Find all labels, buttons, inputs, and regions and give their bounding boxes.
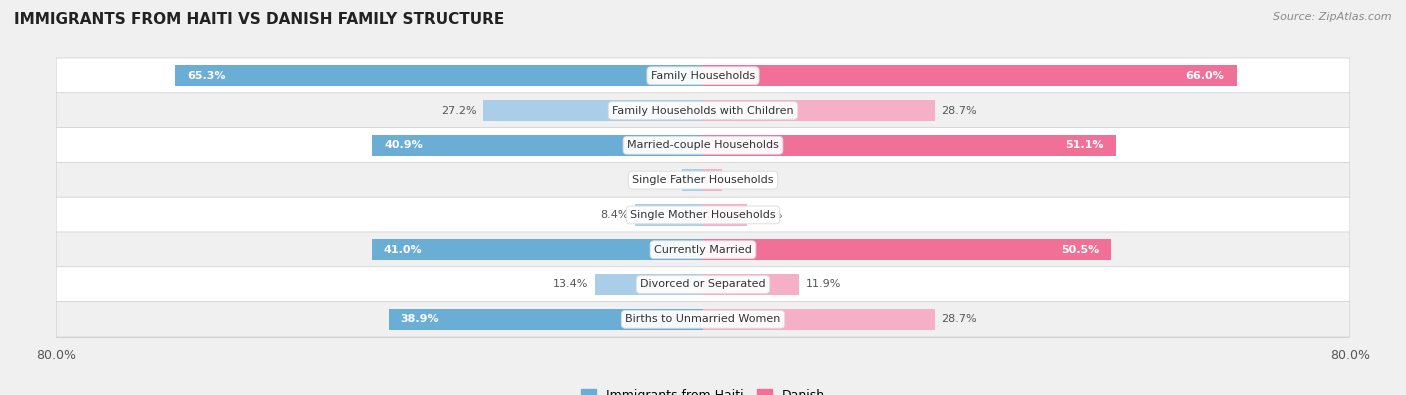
- Text: Divorced or Separated: Divorced or Separated: [640, 280, 766, 290]
- Text: 50.5%: 50.5%: [1062, 245, 1099, 255]
- Bar: [388, 308, 703, 330]
- Text: 2.6%: 2.6%: [647, 175, 675, 185]
- Bar: [703, 169, 721, 191]
- Text: 51.1%: 51.1%: [1066, 140, 1104, 150]
- Bar: [703, 239, 1111, 260]
- Text: Source: ZipAtlas.com: Source: ZipAtlas.com: [1274, 12, 1392, 22]
- Text: Single Father Households: Single Father Households: [633, 175, 773, 185]
- Text: 28.7%: 28.7%: [942, 105, 977, 115]
- Legend: Immigrants from Haiti, Danish: Immigrants from Haiti, Danish: [581, 389, 825, 395]
- Bar: [703, 135, 1116, 156]
- Text: Single Mother Households: Single Mother Households: [630, 210, 776, 220]
- Text: 28.7%: 28.7%: [942, 314, 977, 324]
- Bar: [703, 204, 748, 226]
- FancyBboxPatch shape: [56, 162, 1350, 198]
- Text: Married-couple Households: Married-couple Households: [627, 140, 779, 150]
- Bar: [703, 274, 799, 295]
- FancyBboxPatch shape: [56, 267, 1350, 302]
- Bar: [636, 204, 703, 226]
- Text: 65.3%: 65.3%: [187, 71, 226, 81]
- Text: 38.9%: 38.9%: [401, 314, 439, 324]
- Bar: [595, 274, 703, 295]
- FancyBboxPatch shape: [56, 301, 1350, 337]
- Text: Births to Unmarried Women: Births to Unmarried Women: [626, 314, 780, 324]
- Text: 8.4%: 8.4%: [600, 210, 628, 220]
- Text: 41.0%: 41.0%: [384, 245, 422, 255]
- FancyBboxPatch shape: [56, 128, 1350, 163]
- Text: Currently Married: Currently Married: [654, 245, 752, 255]
- Bar: [176, 65, 703, 87]
- Text: Family Households: Family Households: [651, 71, 755, 81]
- FancyBboxPatch shape: [56, 58, 1350, 94]
- FancyBboxPatch shape: [56, 93, 1350, 128]
- Text: 11.9%: 11.9%: [806, 280, 841, 290]
- Text: 27.2%: 27.2%: [441, 105, 477, 115]
- FancyBboxPatch shape: [56, 197, 1350, 233]
- Bar: [703, 65, 1237, 87]
- Bar: [484, 100, 703, 121]
- Bar: [371, 239, 703, 260]
- Text: 5.5%: 5.5%: [754, 210, 782, 220]
- Bar: [682, 169, 703, 191]
- Text: 40.9%: 40.9%: [384, 140, 423, 150]
- Bar: [703, 308, 935, 330]
- Text: Family Households with Children: Family Households with Children: [612, 105, 794, 115]
- Text: 13.4%: 13.4%: [553, 280, 588, 290]
- Bar: [373, 135, 703, 156]
- Bar: [703, 100, 935, 121]
- Text: 2.3%: 2.3%: [728, 175, 756, 185]
- Text: IMMIGRANTS FROM HAITI VS DANISH FAMILY STRUCTURE: IMMIGRANTS FROM HAITI VS DANISH FAMILY S…: [14, 12, 505, 27]
- FancyBboxPatch shape: [56, 232, 1350, 267]
- Text: 66.0%: 66.0%: [1185, 71, 1225, 81]
